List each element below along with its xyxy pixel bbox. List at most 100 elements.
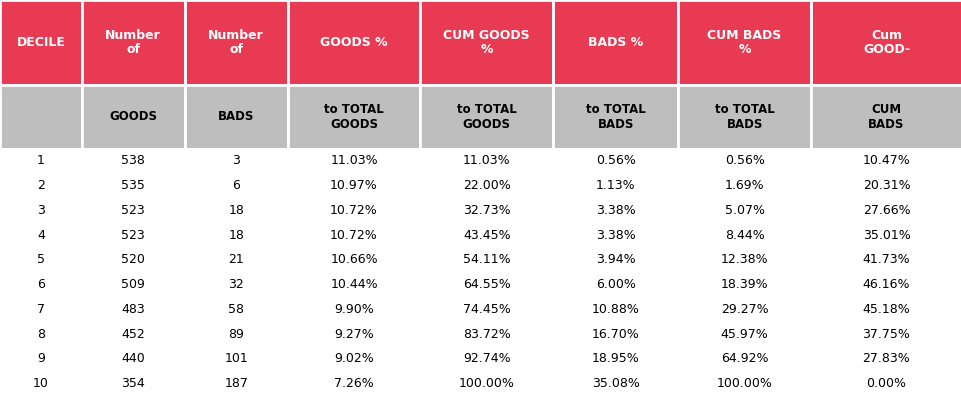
Bar [287,0,420,85]
Text: 10.72%: 10.72% [330,204,378,217]
Text: 64.92%: 64.92% [720,352,768,366]
Bar [185,322,287,346]
Bar [0,371,82,396]
Bar [810,322,961,346]
Text: DECILE: DECILE [16,36,65,49]
Bar [553,173,678,198]
Bar [287,371,420,396]
Bar [678,223,810,248]
Bar [82,85,185,148]
Text: 7: 7 [37,303,45,316]
Bar [82,223,185,248]
Text: 101: 101 [224,352,248,366]
Bar [0,248,82,272]
Text: 520: 520 [121,253,145,267]
Text: 9.02%: 9.02% [333,352,374,366]
Bar [185,223,287,248]
Text: Number
of: Number of [209,29,263,56]
Bar [0,346,82,371]
Bar [678,198,810,223]
Text: 89: 89 [228,327,244,341]
Bar [0,297,82,322]
Text: to TOTAL
GOODS: to TOTAL GOODS [456,103,516,131]
Bar [553,0,678,85]
Bar [810,371,961,396]
Bar [678,85,810,148]
Bar [810,272,961,297]
Text: CUM
BADS: CUM BADS [868,103,903,131]
Bar [0,322,82,346]
Bar [82,346,185,371]
Text: 41.73%: 41.73% [862,253,909,267]
Bar [420,148,553,173]
Bar [420,272,553,297]
Bar [287,85,420,148]
Text: 523: 523 [121,228,145,242]
Text: 27.66%: 27.66% [862,204,909,217]
Bar [82,173,185,198]
Bar [185,371,287,396]
Text: 18: 18 [228,204,244,217]
Bar [553,297,678,322]
Text: 1.13%: 1.13% [595,179,635,192]
Bar [810,0,961,85]
Text: 16.70%: 16.70% [591,327,639,341]
Bar [553,223,678,248]
Text: 538: 538 [121,154,145,168]
Text: 0.56%: 0.56% [595,154,635,168]
Bar [287,198,420,223]
Bar [553,148,678,173]
Text: 1.69%: 1.69% [724,179,764,192]
Bar [810,173,961,198]
Text: GOODS: GOODS [110,110,157,123]
Bar [287,272,420,297]
Bar [420,346,553,371]
Bar [420,223,553,248]
Text: 523: 523 [121,204,145,217]
Text: 83.72%: 83.72% [462,327,510,341]
Bar [553,371,678,396]
Bar [287,322,420,346]
Bar [287,346,420,371]
Text: 8.44%: 8.44% [724,228,764,242]
Text: GOODS %: GOODS % [320,36,387,49]
Text: 4: 4 [37,228,45,242]
Text: 54.11%: 54.11% [462,253,510,267]
Bar [420,0,553,85]
Bar [185,346,287,371]
Bar [82,0,185,85]
Text: 5: 5 [37,253,45,267]
Bar [678,148,810,173]
Text: to TOTAL
GOODS: to TOTAL GOODS [324,103,383,131]
Text: 509: 509 [121,278,145,291]
Bar [0,198,82,223]
Text: CUM BADS
%: CUM BADS % [706,29,781,56]
Bar [420,85,553,148]
Bar [810,198,961,223]
Text: 3.38%: 3.38% [595,228,635,242]
Text: 32: 32 [228,278,244,291]
Bar [553,346,678,371]
Bar [82,148,185,173]
Bar [678,322,810,346]
Text: 10.72%: 10.72% [330,228,378,242]
Text: 440: 440 [121,352,145,366]
Bar [420,371,553,396]
Text: 2: 2 [37,179,45,192]
Text: CUM GOODS
%: CUM GOODS % [443,29,530,56]
Text: 18.39%: 18.39% [720,278,768,291]
Text: 3.38%: 3.38% [595,204,635,217]
Text: 10.66%: 10.66% [330,253,378,267]
Bar [287,173,420,198]
Text: 3: 3 [232,154,240,168]
Text: 8: 8 [37,327,45,341]
Text: to TOTAL
BADS: to TOTAL BADS [714,103,774,131]
Text: 0.56%: 0.56% [724,154,764,168]
Text: 0.00%: 0.00% [866,377,905,390]
Text: 100.00%: 100.00% [458,377,514,390]
Bar [678,272,810,297]
Bar [185,85,287,148]
Text: BADS: BADS [218,110,254,123]
Bar [287,148,420,173]
Text: 354: 354 [121,377,145,390]
